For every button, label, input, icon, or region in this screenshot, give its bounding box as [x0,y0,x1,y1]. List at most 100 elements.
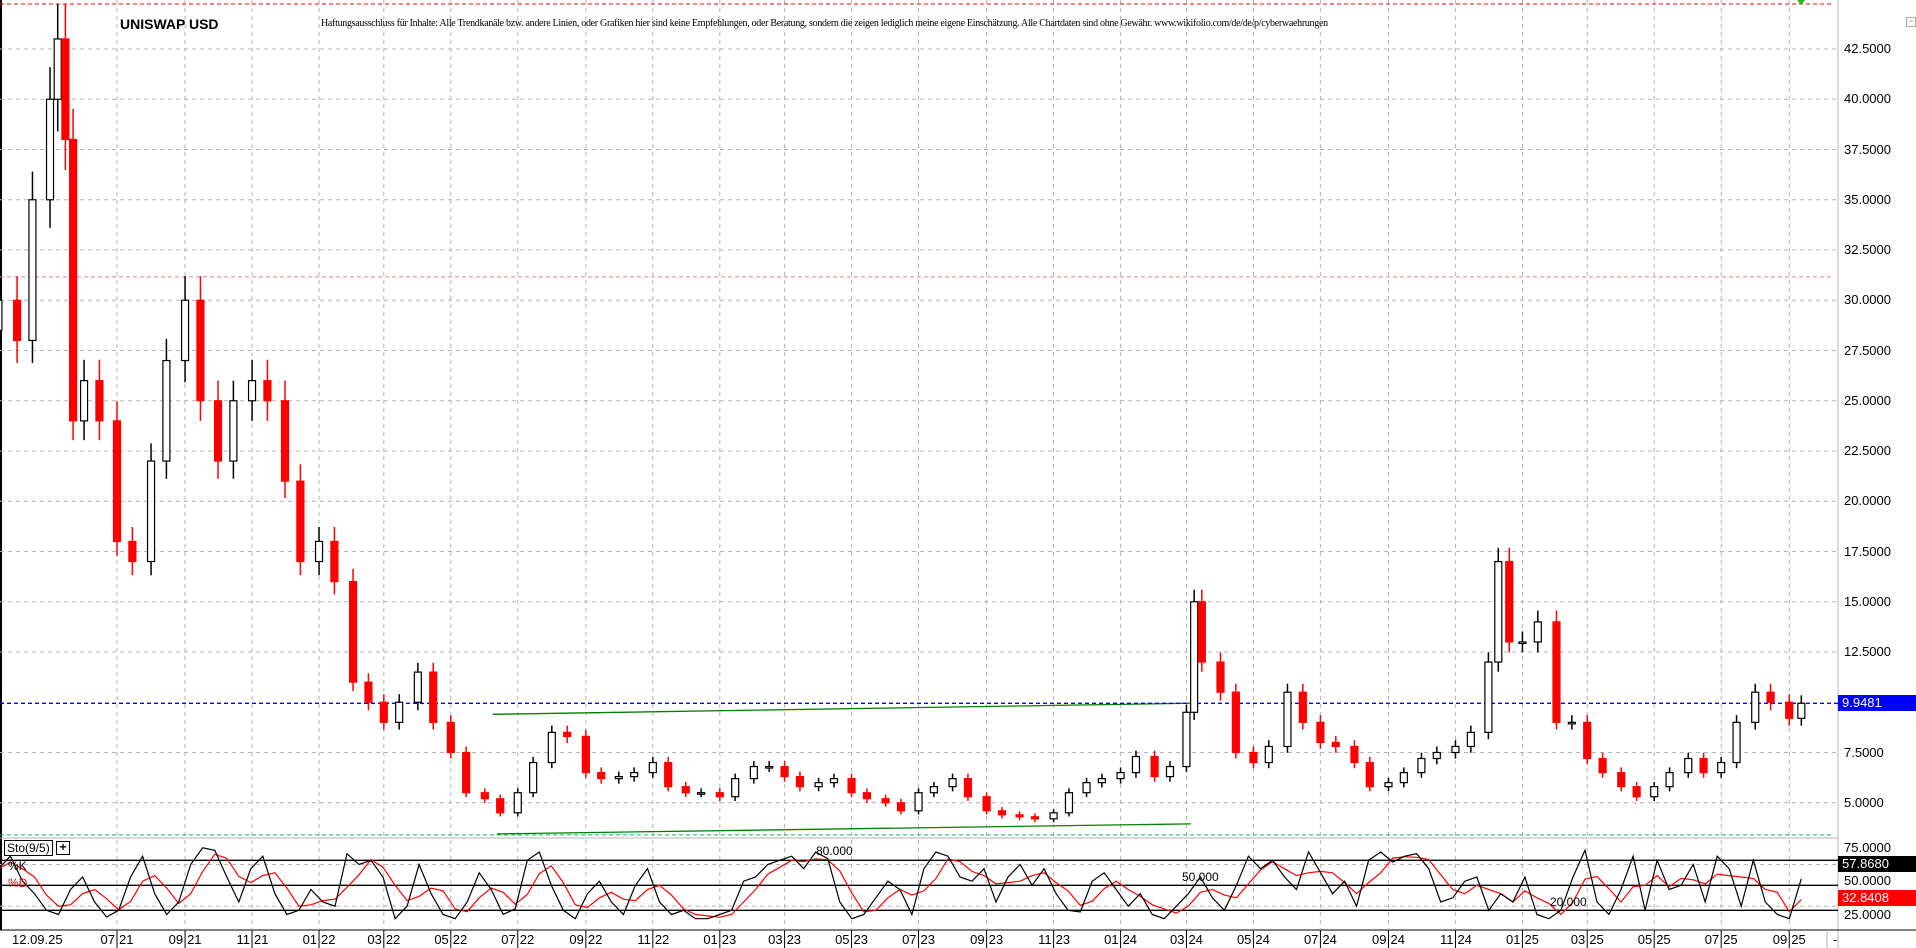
candle-down [1150,755,1159,778]
tick-year: 23 [1055,932,1071,947]
k-legend: %K [8,859,27,873]
candle-up [814,782,823,788]
candle-down [61,38,70,141]
trendline [492,702,1191,715]
tick-year: 22 [452,932,468,947]
candle-up [1533,621,1542,643]
candle-up [529,761,538,794]
candle-up [765,765,774,769]
candle-down [296,480,305,563]
candle-down [1365,761,1374,788]
candle-up [614,776,623,780]
candle-down [379,701,388,723]
candle-up [1494,560,1503,663]
candle-up [1665,771,1674,788]
candle-down [196,299,205,402]
candle-up [247,380,257,402]
tick-month: 07 [100,932,115,947]
candle-up [749,765,758,780]
price-tick-label: 27.5000 [1844,342,1891,358]
tick-year: 25 [1656,932,1671,947]
tick-month: 11 [236,932,251,947]
tick-year: 22 [385,932,401,947]
tick-month: 07 [1303,932,1319,947]
collapse-button[interactable]: − [1906,17,1916,27]
candle-up [1567,721,1576,725]
tick-month: 09 [168,932,184,947]
price-tick-label: 35.0000 [1844,191,1891,207]
price-tick-label: 5.0000 [1844,794,1884,810]
candle-up [829,778,839,784]
price-tick-label: 40.0000 [1844,91,1891,107]
candle-down [597,771,606,780]
tick-month: 05 [1637,932,1653,947]
candle-down [1231,691,1240,754]
price-tick-label: 30.0000 [1844,292,1891,308]
candle-down [1598,757,1607,774]
k-value-badge: 57.8680 [1838,856,1916,872]
candle-down [997,810,1007,816]
tick-month: 03 [1169,932,1185,947]
candle-up [1466,731,1475,748]
add-indicator-button[interactable]: + [56,841,70,855]
trendline [496,823,1191,835]
tick-month: 07 [902,932,917,947]
candle-down [68,138,78,422]
candle-up [1264,745,1273,764]
price-tick-label: 42.5000 [1844,41,1891,56]
candle-down [563,731,572,738]
candle-down [128,540,137,563]
price-tick-label: 37.5000 [1844,141,1891,157]
tick-year: 21 [119,932,134,947]
candle-up [180,299,190,362]
candle-down [280,400,290,482]
stochastic-tick-label: 75.0000 [1844,840,1891,855]
candle-down [1583,721,1592,760]
stochastic-indicator-label[interactable]: Sto(9/5) [4,840,53,856]
candle-up [1064,792,1074,814]
candle-up [0,299,3,331]
stochastic-tick-label: 25.0000 [1844,907,1891,922]
disclaimer-text: Haftungsausschluss für Inhalte: Alle Tre… [321,18,1328,29]
tick-year: 22 [587,932,603,947]
candle-down [112,420,122,543]
price-tick-label: 32.5000 [1844,242,1891,257]
candle-down [1632,786,1641,798]
candle-down [1331,741,1340,748]
candle-down [213,400,223,462]
candle-down [1249,751,1258,764]
candle-down [1785,701,1794,719]
tick-year: 24 [1457,932,1472,947]
candle-down [12,299,22,342]
candle-down [847,778,856,794]
candle-down [1216,661,1225,693]
tick-year: 24 [1255,932,1270,947]
candle-down [480,792,489,800]
candle-up [146,460,156,563]
candle-up [314,540,324,563]
scroll-button[interactable]: - [1833,932,1838,947]
price-tick-label: 20.0000 [1844,493,1891,509]
chart-title: UNISWAP USD [120,16,219,32]
candle-up [1283,691,1292,748]
d-value-badge: 32.8408 [1838,890,1916,906]
candle-up [1165,765,1175,778]
tick-month: 01 [703,932,718,947]
tick-month: 09 [1772,932,1788,947]
candle-up [28,199,37,342]
candle-down [581,735,590,774]
tick-month: 11 [637,932,651,947]
candle-down [896,802,906,812]
candle-up [1432,751,1441,760]
tick-year: 25 [1723,932,1738,947]
candle-down [348,581,358,683]
candle-down [795,776,805,788]
candle-down [1766,691,1775,703]
candle-up [1116,771,1125,780]
tick-year: 23 [721,932,737,947]
tick-year: 23 [853,932,869,947]
candle-down [780,765,789,778]
candle-up [1732,721,1741,764]
candle-up [513,792,522,814]
candle-up [1097,778,1107,784]
